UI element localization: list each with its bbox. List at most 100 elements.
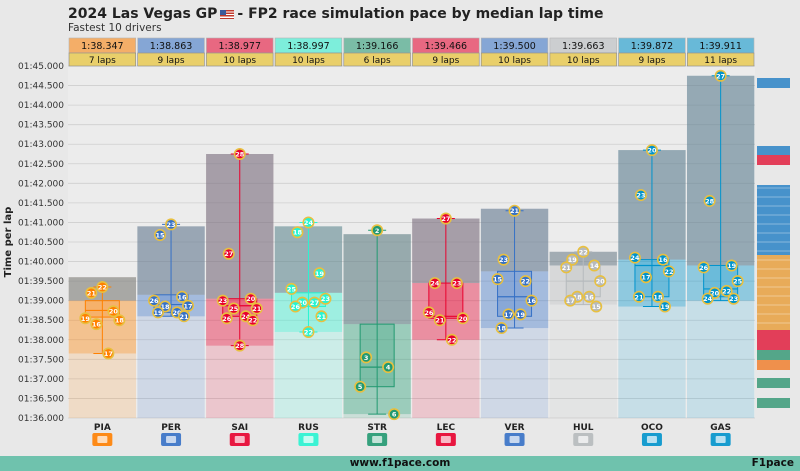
laps-label: 9 laps xyxy=(158,56,185,66)
lap-point-label: 17 xyxy=(566,297,575,305)
lap-point-label: 21 xyxy=(562,264,572,272)
median-time-label: 1:39.500 xyxy=(493,41,536,52)
laps-cell xyxy=(618,52,686,67)
footer-url-link[interactable]: www.f1pace.com xyxy=(349,457,451,469)
lap-point-label: 17 xyxy=(504,311,513,319)
footer-brand: F1pace xyxy=(751,457,794,469)
lap-point-label: 19 xyxy=(81,315,91,323)
driver-group-ver: 21 23 22 15 16 17 19 18 1:39.500 10 laps VER xyxy=(480,37,549,446)
laps-cell xyxy=(549,52,617,67)
lap-point-label: 19 xyxy=(315,270,325,278)
lap-point xyxy=(382,361,395,374)
haas-logo-icon xyxy=(573,433,594,446)
legend-band xyxy=(757,255,790,330)
lap-point-label: 20 xyxy=(173,309,183,317)
lap-point xyxy=(519,275,532,288)
lap-point xyxy=(79,312,92,325)
median-time-label: 1:38.863 xyxy=(150,41,193,52)
laps-label: 6 laps xyxy=(364,56,391,66)
lap-point-label: 26 xyxy=(291,303,301,311)
page-subtitle: Fastest 10 drivers xyxy=(68,22,162,34)
logo-mark xyxy=(715,436,726,443)
lap-point xyxy=(577,245,590,258)
lap-point-label: 17 xyxy=(104,350,113,358)
wings-logo-icon xyxy=(367,433,388,446)
lap-point xyxy=(113,314,126,327)
lap-point-label: 5 xyxy=(358,383,363,391)
lap-point xyxy=(244,292,257,305)
lap-point xyxy=(639,271,652,284)
lap-point-label: 20 xyxy=(710,289,720,297)
lap-point-label: 17 xyxy=(184,302,193,310)
driver-code-label: LEC xyxy=(437,423,456,433)
lap-point-label: 23 xyxy=(167,221,176,229)
lap-point-label: 6 xyxy=(392,411,397,419)
legend-band xyxy=(757,378,790,388)
lap-point xyxy=(590,300,603,313)
y-tick-label: 01:43.000 xyxy=(18,140,64,150)
laps-label: 7 laps xyxy=(89,56,116,66)
lap-point-label: 18 xyxy=(653,293,663,301)
y-tick-label: 01:41.000 xyxy=(18,218,64,228)
lap-point xyxy=(152,306,165,319)
driver-code-label: RUS xyxy=(298,423,319,433)
lap-point xyxy=(514,308,527,321)
lap-point-label: 18 xyxy=(497,325,507,333)
lap-point xyxy=(502,308,515,321)
alpine-logo-icon xyxy=(710,433,731,446)
lap-point xyxy=(107,305,120,318)
lap-point xyxy=(422,306,435,319)
lap-point xyxy=(222,247,235,260)
lap-point xyxy=(731,275,744,288)
lap-point-label: 25 xyxy=(287,285,297,293)
y-tick-label: 01:39.500 xyxy=(18,277,64,287)
page-title: 2024 Las Vegas GP - FP2 race simulation p… xyxy=(68,6,604,22)
lap-point-label: 23 xyxy=(218,297,227,305)
lap-point-label: 22 xyxy=(664,268,673,276)
alpine-logo-icon xyxy=(641,433,662,446)
lap-point-label: 20 xyxy=(647,147,657,155)
lap-point-label: 25 xyxy=(733,278,743,286)
lap-point-label: 25 xyxy=(229,305,239,313)
lap-point xyxy=(645,144,658,157)
prancing-horse-logo-icon xyxy=(435,433,456,446)
y-tick-label: 01:38.500 xyxy=(18,316,64,326)
median-time-label: 1:39.663 xyxy=(562,41,605,52)
driver-code-label: STR xyxy=(367,423,387,433)
lap-point-label: 20 xyxy=(109,308,119,316)
lap-point xyxy=(560,261,573,274)
lap-point-label: 21 xyxy=(180,313,190,321)
y-tick-label: 01:39.000 xyxy=(18,297,64,307)
lap-point-label: 26 xyxy=(222,315,232,323)
lap-point-label: 20 xyxy=(596,278,606,286)
lap-point-label: 19 xyxy=(568,256,578,264)
laps-cell xyxy=(686,52,755,67)
lap-point-label: 27 xyxy=(716,72,725,80)
lap-point-label: 24 xyxy=(241,313,251,321)
lap-point xyxy=(428,277,441,290)
lap-point-label: 21 xyxy=(435,317,445,325)
footer-bar: www.f1pace.com F1pace xyxy=(0,456,800,471)
lap-point xyxy=(233,148,246,161)
y-tick-label: 01:37.000 xyxy=(18,375,64,385)
legend-band xyxy=(757,398,790,408)
y-tick-label: 01:38.000 xyxy=(18,336,64,346)
lap-point xyxy=(176,290,189,303)
median-time-label: 1:38.997 xyxy=(287,41,330,52)
lap-point-label: 16 xyxy=(658,256,668,264)
papaya-logo-icon xyxy=(92,433,113,446)
title-race: 2024 Las Vegas GP xyxy=(68,6,218,22)
lap-point xyxy=(154,228,167,241)
lap-point xyxy=(495,322,508,335)
lap-point xyxy=(725,259,738,272)
logo-mark xyxy=(303,436,314,443)
lap-point xyxy=(216,294,229,307)
median-time-label: 1:39.466 xyxy=(425,41,468,52)
lap-point xyxy=(85,286,98,299)
driver-group-str: 2 3 4 5 6 1:39.166 6 laps STR xyxy=(343,37,411,446)
lap-point-label: 24 xyxy=(304,219,314,227)
lap-point-label: 22 xyxy=(722,287,731,295)
lap-point xyxy=(388,408,401,421)
